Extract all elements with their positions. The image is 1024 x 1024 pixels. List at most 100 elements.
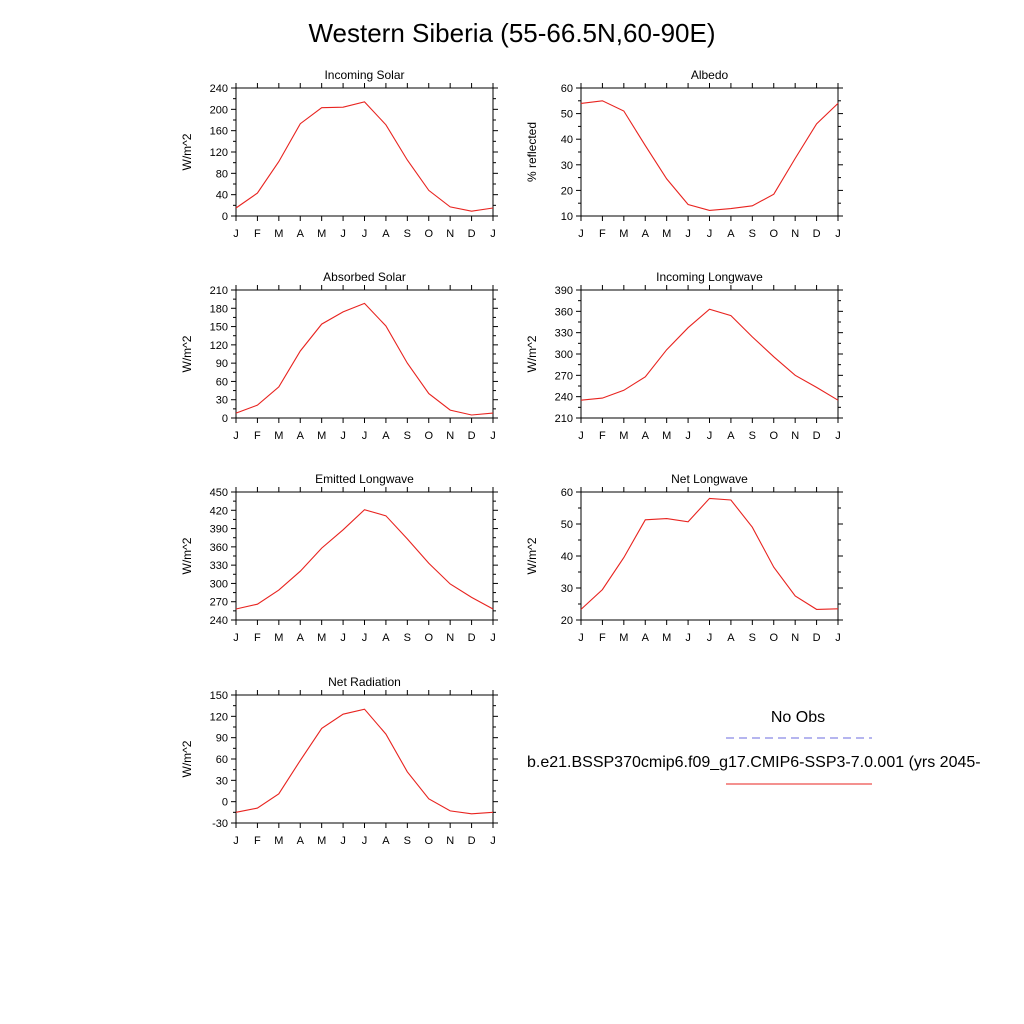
x-tick-label: N: [791, 632, 799, 644]
x-tick-label: D: [813, 632, 821, 644]
x-tick-label: M: [662, 632, 671, 644]
x-tick-label: M: [274, 430, 283, 442]
legend-obs-label: No Obs: [771, 709, 825, 726]
y-axis-label: W/m^2: [525, 537, 539, 574]
x-tick-label: N: [446, 835, 454, 847]
x-tick-label: S: [749, 632, 756, 644]
x-tick-label: A: [382, 632, 390, 644]
y-tick-label: 160: [210, 126, 228, 138]
y-tick-label: 330: [555, 328, 573, 340]
x-tick-label: M: [317, 228, 326, 240]
x-tick-label: O: [424, 632, 433, 644]
chart-title: Incoming Solar: [324, 68, 404, 82]
x-tick-label: J: [362, 835, 368, 847]
x-tick-label: N: [446, 228, 454, 240]
y-tick-label: 40: [216, 190, 228, 202]
y-tick-label: 200: [210, 104, 228, 116]
x-tick-label: N: [791, 430, 799, 442]
y-axis-label: % reflected: [525, 122, 539, 182]
y-tick-label: 60: [561, 83, 573, 95]
y-tick-label: 180: [210, 303, 228, 315]
x-tick-label: D: [813, 430, 821, 442]
x-tick-label: M: [619, 430, 628, 442]
y-tick-label: 120: [210, 340, 228, 352]
y-tick-label: 90: [216, 733, 228, 745]
y-tick-label: 360: [555, 306, 573, 318]
y-tick-label: 40: [561, 134, 573, 146]
y-tick-label: 60: [216, 376, 228, 388]
x-tick-label: M: [662, 228, 671, 240]
y-tick-label: 90: [216, 358, 228, 370]
x-tick-label: J: [835, 430, 841, 442]
y-tick-label: 60: [561, 487, 573, 499]
series-line: [235, 302, 494, 416]
y-tick-label: 270: [555, 370, 573, 382]
x-tick-label: F: [254, 228, 261, 240]
y-tick-label: 30: [561, 583, 573, 595]
x-tick-label: A: [727, 632, 735, 644]
y-tick-label: 10: [561, 211, 573, 223]
legend: No Obs b.e21.BSSP370cmip6.f09_g17.CMIP6-S…: [527, 709, 981, 785]
y-axis-label: W/m^2: [525, 335, 539, 372]
x-tick-label: M: [317, 430, 326, 442]
x-tick-label: J: [233, 430, 239, 442]
y-tick-label: 30: [216, 395, 228, 407]
x-tick-label: J: [490, 430, 496, 442]
x-tick-label: A: [297, 430, 305, 442]
x-tick-label: F: [599, 632, 606, 644]
y-tick-label: 420: [210, 505, 228, 517]
x-tick-label: J: [490, 835, 496, 847]
x-tick-label: J: [490, 228, 496, 240]
y-axis-label: W/m^2: [180, 133, 194, 170]
x-tick-label: J: [340, 430, 346, 442]
x-tick-label: N: [791, 228, 799, 240]
y-tick-label: 210: [210, 285, 228, 297]
y-tick-label: 0: [222, 211, 228, 223]
y-tick-label: -30: [212, 818, 228, 830]
x-tick-label: J: [685, 228, 691, 240]
legend-model-label: b.e21.BSSP370cmip6.f09_g17.CMIP6-SSP3-7.…: [527, 754, 981, 771]
x-tick-label: A: [642, 228, 650, 240]
x-tick-label: J: [685, 430, 691, 442]
x-tick-label: M: [317, 632, 326, 644]
series-line: [580, 497, 839, 610]
x-tick-label: J: [578, 430, 584, 442]
x-tick-label: M: [619, 632, 628, 644]
x-tick-label: A: [642, 632, 650, 644]
x-tick-label: J: [707, 228, 713, 240]
x-tick-label: A: [297, 835, 305, 847]
y-tick-label: 210: [555, 413, 573, 425]
y-tick-label: 30: [216, 775, 228, 787]
chart-title: Albedo: [691, 68, 729, 82]
x-tick-label: J: [578, 632, 584, 644]
y-axis-label: W/m^2: [180, 740, 194, 777]
y-tick-label: 270: [210, 597, 228, 609]
series-line: [235, 509, 494, 610]
x-tick-label: J: [340, 228, 346, 240]
y-tick-label: 80: [216, 168, 228, 180]
x-tick-label: J: [362, 228, 368, 240]
x-tick-label: J: [362, 632, 368, 644]
x-tick-label: J: [233, 228, 239, 240]
chart-title: Net Longwave: [671, 472, 748, 486]
x-tick-label: J: [707, 430, 713, 442]
x-tick-label: D: [468, 835, 476, 847]
y-tick-label: 390: [555, 285, 573, 297]
y-tick-label: 450: [210, 487, 228, 499]
x-tick-label: J: [578, 228, 584, 240]
y-tick-label: 50: [561, 109, 573, 121]
x-tick-label: J: [362, 430, 368, 442]
x-tick-label: F: [254, 430, 261, 442]
y-tick-label: 120: [210, 711, 228, 723]
x-tick-label: N: [446, 430, 454, 442]
x-tick-label: J: [707, 632, 713, 644]
series-line: [580, 100, 839, 211]
x-tick-label: S: [404, 632, 411, 644]
series-line: [235, 708, 494, 815]
y-tick-label: 360: [210, 542, 228, 554]
y-tick-label: 30: [561, 160, 573, 172]
